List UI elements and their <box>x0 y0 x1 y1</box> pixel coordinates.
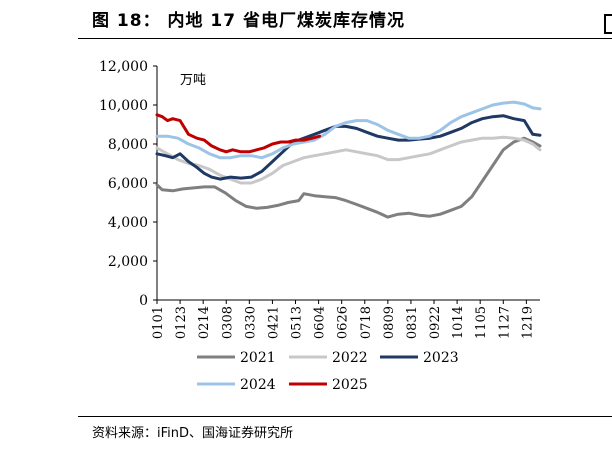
x-tick-label: 1105 <box>474 306 489 339</box>
y-tick-label: 12,000 <box>99 59 148 75</box>
x-tick-label: 0809 <box>382 306 397 339</box>
footer-rule <box>78 416 612 417</box>
chart-legend: 2021 2022 2023 2024 2025 <box>197 350 459 393</box>
source-note: 资料来源：iFinD、国海证券研究所 <box>92 426 294 441</box>
x-tick-label: 0831 <box>405 306 420 339</box>
series-line-2024 <box>155 100 542 160</box>
x-tick-label: 0421 <box>266 306 281 339</box>
y-tick-label: 0 <box>139 293 148 309</box>
x-tick-label: 0101 <box>151 306 166 339</box>
legend-label-2024: 2024 <box>240 377 276 393</box>
legend-label-2023: 2023 <box>423 350 459 366</box>
x-tick-label: 0330 <box>243 306 258 339</box>
x-tick-label: 0308 <box>220 306 235 339</box>
x-tick-label: 1127 <box>497 306 512 339</box>
x-tick-label: 1014 <box>451 306 466 339</box>
corner-mark <box>604 14 612 34</box>
x-tick-label: 1219 <box>520 306 535 339</box>
legend-label-2021: 2021 <box>240 350 276 366</box>
series-line-2023 <box>155 114 542 181</box>
x-tick-label: 0626 <box>336 306 351 339</box>
y-tick-label: 8,000 <box>108 137 148 153</box>
title-rule <box>78 38 612 39</box>
x-tick-label: 0513 <box>290 306 305 339</box>
x-tick-label: 0123 <box>174 306 189 339</box>
y-tick-label: 6,000 <box>108 176 148 192</box>
x-tick-label: 0214 <box>197 306 212 339</box>
series-line-2025 <box>155 113 322 154</box>
series-layer <box>155 100 542 219</box>
y-tick-label: 10,000 <box>99 98 148 114</box>
chart-title: 图 18： 内地 17 省电厂煤炭库存情况 <box>92 11 405 31</box>
x-tick-label: 0604 <box>313 306 328 339</box>
legend-label-2025: 2025 <box>332 377 368 393</box>
y-tick-label: 4,000 <box>108 215 148 231</box>
legend-label-2022: 2022 <box>332 350 368 366</box>
unit-label: 万吨 <box>180 73 206 88</box>
x-tick-label: 0922 <box>428 306 443 339</box>
line-chart: 0 2,000 4,000 6,000 8,000 10,000 12,000 0101 012… <box>99 59 542 393</box>
series-line-2021 <box>155 136 542 219</box>
chart-axes: 0 2,000 4,000 6,000 8,000 10,000 12,000 0101 012… <box>99 59 540 339</box>
y-tick-label: 2,000 <box>108 254 148 270</box>
series-line-2022 <box>155 135 542 185</box>
x-tick-label: 0718 <box>359 306 374 339</box>
